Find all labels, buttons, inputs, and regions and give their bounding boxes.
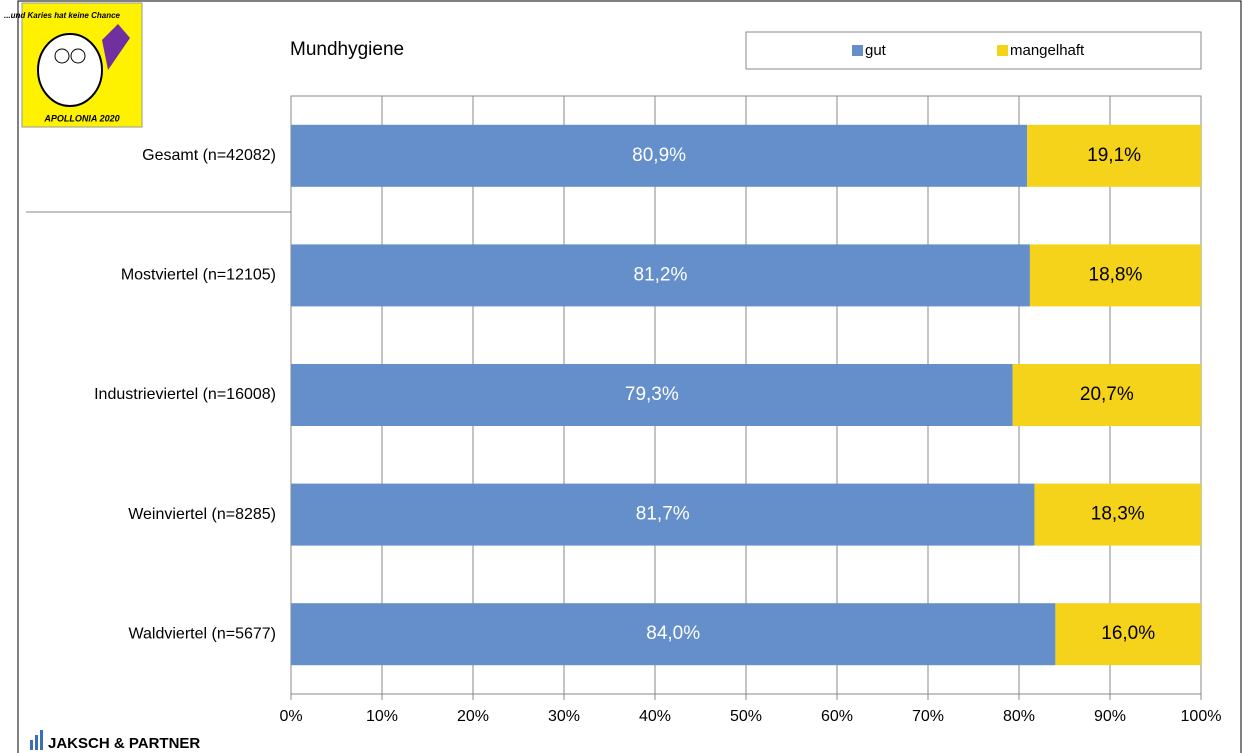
bar [1029, 244, 1201, 307]
logo-eye [70, 48, 86, 64]
bar [291, 244, 1030, 307]
y-tick-label: Industrieviertel (n=16008) [94, 386, 276, 403]
x-tick-label: 50% [730, 708, 762, 725]
company-logo [30, 740, 33, 750]
logo-slogan: ...und Karies hat keine Chance [4, 11, 121, 20]
x-tick-label: 10% [366, 708, 398, 725]
x-tick-label: 40% [639, 708, 671, 725]
legend-swatch [852, 45, 863, 56]
value-label: 16,0% [1101, 623, 1155, 644]
logo-eye [54, 48, 70, 64]
y-tick-label: Mostviertel (n=12105) [121, 267, 276, 284]
logo-text: APOLLONIA 2020 [43, 113, 119, 123]
bar [291, 364, 1013, 426]
x-tick-label: 0% [279, 708, 302, 725]
value-label: 20,7% [1080, 384, 1134, 405]
x-tick-label: 70% [912, 708, 944, 725]
bar [291, 603, 1056, 666]
value-label: 84,0% [646, 623, 700, 644]
y-tick-label: Waldviertel (n=5677) [129, 625, 276, 642]
x-tick-label: 90% [1094, 708, 1126, 725]
y-tick-label: Gesamt (n=42082) [142, 147, 276, 164]
chart-title: Mundhygiene [290, 39, 404, 60]
company-name: JAKSCH & PARTNER [48, 735, 200, 752]
value-label: 19,1% [1087, 145, 1141, 166]
bar [1055, 603, 1201, 666]
bar [291, 483, 1035, 546]
company-logo [40, 730, 43, 750]
legend-swatch [997, 45, 1008, 56]
y-tick-label: Weinviertel (n=8285) [128, 506, 276, 523]
value-label: 18,3% [1091, 504, 1145, 525]
value-label: 18,8% [1089, 264, 1143, 285]
logo-tooth [37, 33, 103, 107]
x-tick-label: 60% [821, 708, 853, 725]
legend-label: mangelhaft [1010, 42, 1085, 59]
legend [745, 31, 1202, 70]
legend-label: gut [865, 42, 887, 59]
frame [17, 0, 1242, 753]
logo-brush [102, 24, 130, 70]
value-label: 81,2% [634, 264, 688, 285]
x-tick-label: 100% [1181, 708, 1222, 725]
x-tick-label: 30% [548, 708, 580, 725]
value-label: 81,7% [636, 504, 690, 525]
bar [1012, 364, 1201, 426]
company-logo [35, 735, 38, 750]
value-label: 80,9% [632, 145, 686, 166]
bar [291, 124, 1028, 187]
bar [1027, 124, 1201, 187]
x-tick-label: 20% [457, 708, 489, 725]
value-label: 79,3% [625, 384, 679, 405]
x-tick-label: 80% [1003, 708, 1035, 725]
bar [1034, 483, 1201, 546]
